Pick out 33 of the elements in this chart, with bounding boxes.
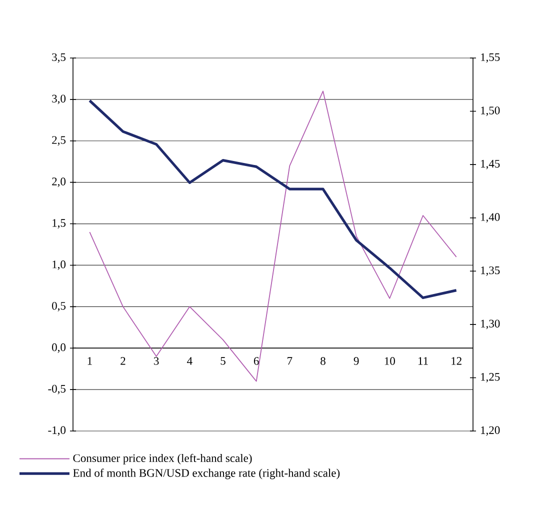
x-tick-label: 11 [418,357,428,365]
y-tick-label: 0,0 [52,343,66,353]
y2-tick-label: 1,55 [481,53,500,63]
x-tick-label: 6 [254,357,259,365]
legend-label: Consumer price index (left-hand scale) [73,454,252,464]
y2-tick-label: 1,50 [481,106,500,116]
y2-tick-label: 1,40 [481,213,500,223]
y-tick-label: 3,0 [52,94,66,104]
x-tick-label: 5 [220,357,226,365]
y2-tick-label: 1,25 [481,373,500,382]
x-tick-label: 1 [88,357,92,365]
x-tick-label: 10 [384,357,395,365]
y-tick-label: 1,0 [52,260,66,270]
y-tick-label: -0,5 [48,384,66,394]
y2-tick-label: 1,45 [481,160,500,170]
x-tick-label: 7 [288,357,292,365]
y-tick-label: 2,0 [52,178,66,188]
x-tick-label: 3 [154,357,159,365]
y-tick-label: -1,0 [48,426,66,436]
line-series [88,99,458,300]
y2-tick-label: 1,20 [481,426,500,436]
x-tick-label: 9 [354,357,359,365]
y-tick-label: 2,5 [52,136,66,146]
x-tick-label: 8 [320,357,326,365]
y2-tick-label: 1,35 [481,266,500,276]
y2-tick-label: 1,30 [481,320,500,330]
x-tick-label: 12 [452,357,462,365]
x-tick-label: 4 [187,357,192,365]
legend-label: End of month BGN/USD exchange rate (right-hand scale) [73,468,340,480]
y-tick-label: 1,5 [52,219,66,228]
x-tick-label: 2 [120,357,126,365]
y-tick-label: 0,5 [52,302,66,312]
y-tick-label: 3,5 [52,53,66,63]
